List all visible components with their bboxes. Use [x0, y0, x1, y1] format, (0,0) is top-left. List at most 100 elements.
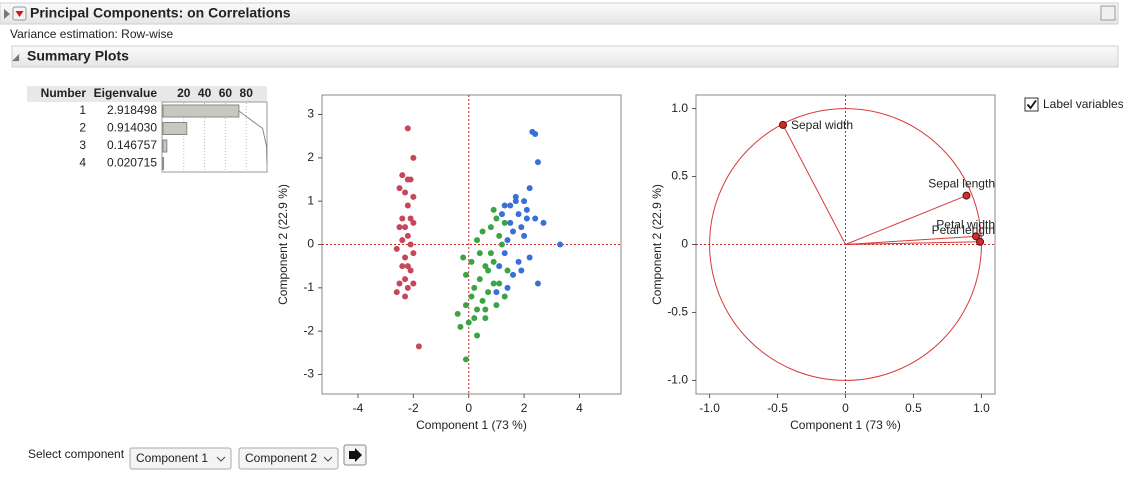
point: [490, 258, 497, 265]
point: [482, 315, 489, 322]
point: [482, 263, 489, 270]
point: [523, 215, 530, 222]
point: [479, 228, 486, 235]
point: [410, 154, 417, 161]
point: [396, 185, 403, 192]
point: [976, 237, 985, 246]
point: [410, 193, 417, 200]
point: [410, 280, 417, 287]
point: [518, 224, 525, 231]
point: [474, 306, 481, 313]
point: [518, 267, 525, 274]
point: [471, 315, 478, 322]
y-tick-label: -1: [303, 280, 314, 294]
x-tick-label: 20: [177, 86, 191, 100]
point: [515, 211, 522, 218]
dropdown[interactable]: [238, 447, 339, 470]
x-tick-label: 4: [576, 401, 583, 415]
dropdown[interactable]: [129, 447, 232, 470]
point: [471, 284, 478, 291]
row-number: 3: [79, 138, 86, 152]
y-tick-label: 0: [681, 237, 688, 251]
point: [399, 237, 406, 244]
point: [402, 254, 409, 261]
point: [404, 284, 411, 291]
point: [507, 219, 514, 226]
point: [532, 215, 539, 222]
point: [540, 219, 547, 226]
point: [498, 211, 505, 218]
point: [501, 250, 508, 257]
point: [468, 258, 475, 265]
point: [407, 241, 414, 248]
point: [496, 280, 503, 287]
x-tick-label: 0.5: [905, 401, 922, 415]
eigenvalue: 0.914030: [107, 121, 157, 135]
point: [512, 193, 519, 200]
x-tick-label: 0: [465, 401, 472, 415]
point: [402, 189, 409, 196]
eigenvalue: 0.146757: [107, 138, 157, 152]
point: [402, 293, 409, 300]
point: [476, 276, 483, 283]
y-axis-label: Component 2 (22.9 %): [276, 184, 290, 305]
point: [496, 232, 503, 239]
point: [404, 202, 411, 209]
dropdown-text: Component 1: [136, 451, 208, 465]
point: [393, 289, 400, 296]
point: [534, 280, 541, 287]
point: [523, 206, 530, 213]
bar-frame: [161, 101, 268, 173]
x-tick-label: 2: [521, 401, 528, 415]
point: [521, 232, 528, 239]
loading-vector: [845, 241, 981, 245]
section-title: Summary Plots: [27, 48, 129, 64]
table-header: [27, 86, 267, 102]
menu-arrow: [15, 11, 24, 17]
point: [521, 198, 528, 205]
point: [404, 263, 411, 270]
point: [479, 297, 486, 304]
section-bar: [11, 45, 1119, 68]
y-tick-label: -2: [303, 323, 314, 337]
point: [393, 245, 400, 252]
checkbox-label: Label variables: [1043, 97, 1123, 111]
check-mark: [1026, 99, 1037, 110]
point: [474, 332, 481, 339]
y-tick-label: 0: [307, 237, 314, 251]
point: [485, 267, 492, 274]
loading-vector: [845, 235, 977, 245]
point: [462, 271, 469, 278]
x-tick-label: 40: [198, 86, 212, 100]
point: [962, 191, 971, 200]
point: [407, 176, 414, 183]
point: [402, 224, 409, 231]
x-tick-label: -0.5: [767, 401, 788, 415]
point: [474, 237, 481, 244]
point: [415, 343, 422, 350]
point: [404, 232, 411, 239]
loading-vector: [782, 124, 846, 245]
x-tick-label: -4: [353, 401, 364, 415]
point: [510, 271, 517, 278]
point: [493, 289, 500, 296]
point: [778, 120, 787, 129]
point: [526, 254, 533, 261]
point: [457, 323, 464, 330]
dropdown-text: Component 2: [245, 451, 317, 465]
point: [454, 310, 461, 317]
point: [532, 131, 539, 137]
window-button[interactable]: [1100, 5, 1116, 21]
point: [490, 280, 497, 287]
point: [526, 185, 533, 192]
header-bar: [0, 2, 1119, 25]
disclosure-icon[interactable]: [4, 9, 10, 19]
x-tick-label: 1.0: [973, 401, 990, 415]
y-tick-label: -1.0: [667, 373, 688, 387]
point: [501, 219, 508, 226]
point: [482, 306, 489, 313]
y-tick-label: 1: [307, 193, 314, 207]
checkbox[interactable]: [1024, 97, 1039, 112]
point: [515, 258, 522, 265]
